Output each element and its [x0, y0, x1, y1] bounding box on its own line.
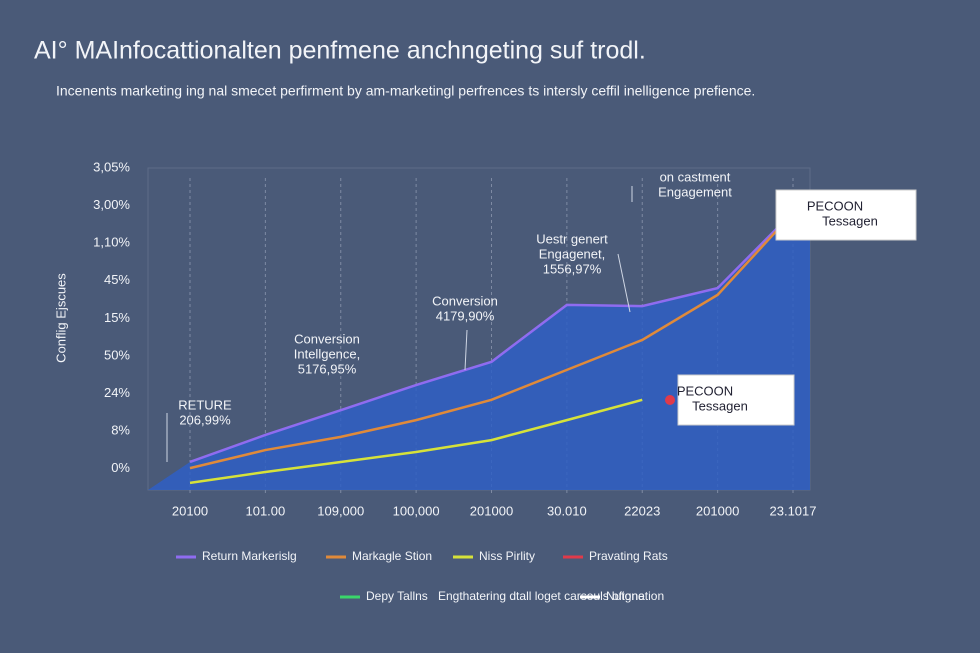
annotation-text: PECOON [677, 383, 733, 398]
annotation-text: Engagement [658, 184, 732, 199]
legend-label: Niss Pirlity [479, 549, 535, 563]
x-tick-label: 201000 [696, 503, 739, 518]
y-axis-label: 50% [104, 347, 130, 362]
end-dot [665, 395, 675, 405]
y-axis-label: 1,10% [93, 235, 130, 250]
x-tick-label: 20100 [172, 503, 208, 518]
legend-label: Engthatering dtall loget carsouls ofigna… [438, 589, 664, 603]
chart-subtitle: Incenents marketing ing nal smecet perfi… [56, 83, 755, 99]
annotation-text: 4179,90% [436, 308, 495, 323]
chart-title: AI° MAInfocattionalten penfmene anchnget… [34, 37, 646, 65]
legend-label: Depy Tallns [366, 589, 428, 603]
legend-label: Markagle Stion [352, 549, 432, 563]
annotation-text: 1556,97% [543, 261, 602, 276]
legend-label: Pravating Rats [589, 549, 668, 563]
annotation-text: Intellgence, [294, 346, 361, 361]
series-line [189, 212, 794, 470]
annotation-text: 5176,95% [298, 361, 357, 376]
x-tick-label: 22023 [624, 503, 660, 518]
annotation-text: Conversion [432, 293, 498, 308]
y-axis-label: 15% [104, 310, 130, 325]
annotation-text: Engagenet, [539, 246, 606, 261]
annotation-text: Conversion [294, 331, 360, 346]
annotation-text: Tessagen [692, 398, 748, 413]
annotation-text: PECOON [807, 198, 863, 213]
annotation-text: Tessagen [822, 213, 878, 228]
series-line [189, 398, 643, 485]
annotation-text: 206,99% [179, 412, 231, 427]
y-axis-label: 0% [111, 460, 130, 475]
x-tick-label: 30.010 [547, 503, 587, 518]
legend-label: Return Markerislg [202, 549, 297, 563]
annotation-box [677, 374, 795, 426]
y-axis-label: 8% [111, 423, 130, 438]
annotation-box [775, 189, 917, 241]
annotation-text: on castment [660, 169, 731, 184]
y-axis-label: 3,05% [93, 159, 130, 174]
x-tick-label: 101.00 [245, 503, 285, 518]
x-tick-label: 201000 [470, 503, 513, 518]
legend-label: Nutone [606, 589, 645, 603]
series-line [189, 211, 794, 464]
annotation-text: Uestr genert [536, 231, 608, 246]
y-axis-label: 45% [104, 272, 130, 287]
y-axis-title: Conflig Ejscues [53, 273, 68, 363]
annotation-leader [464, 329, 468, 371]
x-tick-label: 100,000 [393, 503, 440, 518]
annotation-text: RETURE [178, 397, 232, 412]
y-axis-label: 24% [104, 385, 130, 400]
x-tick-label: 23.1017 [770, 503, 817, 518]
x-tick-label: 109,000 [317, 503, 364, 518]
area [148, 212, 810, 490]
y-axis-label: 3,00% [93, 197, 130, 212]
annotation-leader [617, 253, 631, 313]
